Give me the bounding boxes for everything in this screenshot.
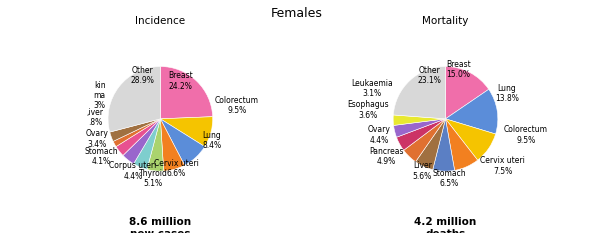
Text: Lung
13.8%: Lung 13.8% xyxy=(495,84,519,103)
Wedge shape xyxy=(147,119,164,171)
Text: Breast
15.0%: Breast 15.0% xyxy=(446,60,471,79)
Wedge shape xyxy=(113,119,160,147)
Wedge shape xyxy=(404,119,446,162)
Text: Leukaemia
3.1%: Leukaemia 3.1% xyxy=(352,79,393,98)
Text: 8.6 million
new cases: 8.6 million new cases xyxy=(129,217,191,233)
Text: Cervix uteri
7.5%: Cervix uteri 7.5% xyxy=(481,156,525,176)
Wedge shape xyxy=(446,66,489,119)
Wedge shape xyxy=(160,117,213,147)
Wedge shape xyxy=(134,119,160,169)
Text: ,iver
.8%: ,iver .8% xyxy=(87,108,104,127)
Wedge shape xyxy=(433,119,454,171)
Wedge shape xyxy=(108,66,160,132)
Text: Ovary
3.4%: Ovary 3.4% xyxy=(85,130,108,149)
Text: Thyroid
5.1%: Thyroid 5.1% xyxy=(138,169,168,188)
Text: Esophagus
3.6%: Esophagus 3.6% xyxy=(347,100,389,120)
Text: kin
ma
3%: kin ma 3% xyxy=(94,81,106,110)
Wedge shape xyxy=(397,119,446,150)
Wedge shape xyxy=(446,119,478,170)
Wedge shape xyxy=(446,89,498,134)
Wedge shape xyxy=(110,119,160,141)
Title: Mortality: Mortality xyxy=(422,16,469,26)
Wedge shape xyxy=(123,119,160,164)
Text: Colorectum
9.5%: Colorectum 9.5% xyxy=(504,125,548,144)
Text: Corpus uteri
4.4%: Corpus uteri 4.4% xyxy=(109,161,156,181)
Text: Ovary
4.4%: Ovary 4.4% xyxy=(368,125,391,144)
Text: Pancreas
4.9%: Pancreas 4.9% xyxy=(369,147,403,166)
Text: Lung
8.4%: Lung 8.4% xyxy=(203,131,222,150)
Text: Cervix uteri
6.6%: Cervix uteri 6.6% xyxy=(154,159,199,178)
Wedge shape xyxy=(160,119,185,171)
Text: Liver
5.6%: Liver 5.6% xyxy=(413,161,432,181)
Text: Breast
24.2%: Breast 24.2% xyxy=(168,71,193,91)
Wedge shape xyxy=(160,66,213,119)
Wedge shape xyxy=(416,119,446,170)
Wedge shape xyxy=(393,115,446,125)
Text: Stomach
4.1%: Stomach 4.1% xyxy=(84,147,118,166)
Text: Other
23.1%: Other 23.1% xyxy=(418,65,441,85)
Text: Colorectum
9.5%: Colorectum 9.5% xyxy=(215,96,259,115)
Wedge shape xyxy=(116,119,160,155)
Title: Incidence: Incidence xyxy=(135,16,185,26)
Wedge shape xyxy=(446,119,495,160)
Text: Stomach
6.5%: Stomach 6.5% xyxy=(432,169,466,188)
Wedge shape xyxy=(160,119,205,165)
Wedge shape xyxy=(393,66,446,119)
Wedge shape xyxy=(394,119,446,137)
Text: 4.2 million
deaths: 4.2 million deaths xyxy=(415,217,476,233)
Text: Other
28.9%: Other 28.9% xyxy=(130,65,154,85)
Text: Females: Females xyxy=(271,7,323,20)
